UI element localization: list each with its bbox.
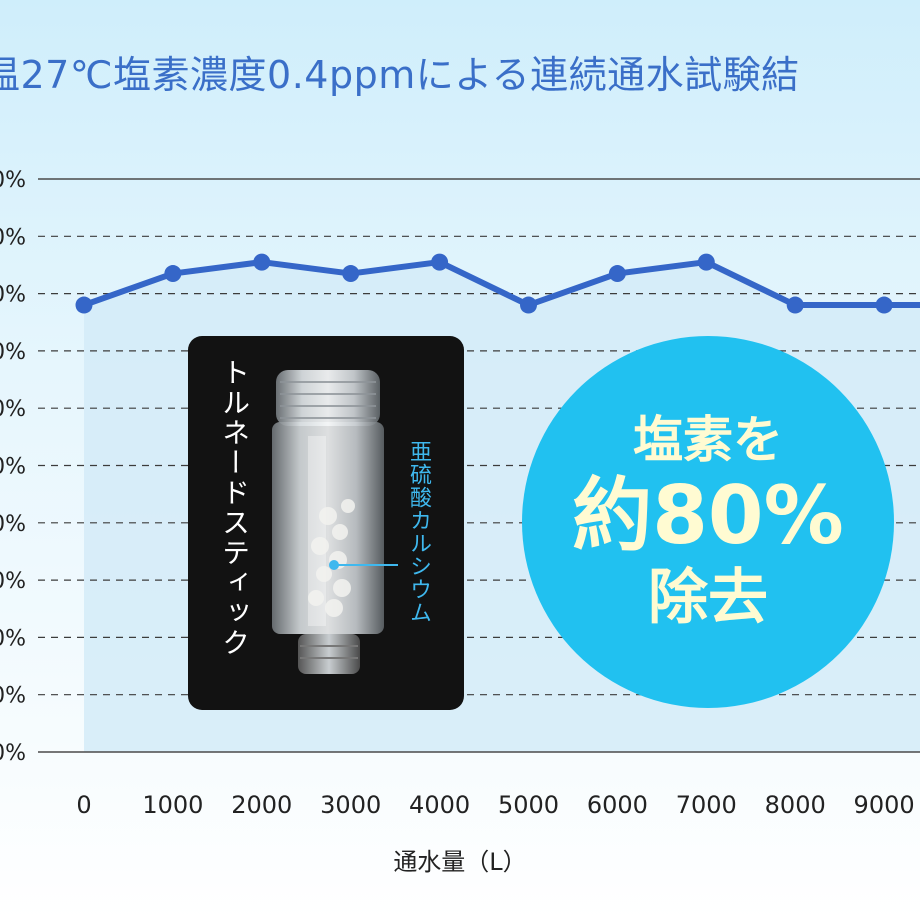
x-tick-label: 0 (76, 791, 91, 819)
y-tick-label: 0% (0, 283, 26, 308)
y-tick-label: 0% (0, 512, 26, 537)
ingredient-label: 亜硫酸カルシウム (406, 440, 431, 624)
x-tick-label: 9000 (854, 791, 915, 819)
data-point (520, 296, 537, 314)
x-tick-label: 8000 (765, 791, 826, 819)
y-tick-label: 0% (0, 225, 26, 250)
y-tick-labels: 0% 0% 0% 0% 0% 0% 0% 0% 0% 0% 0% (0, 168, 26, 766)
product-card: トルネードスティック (188, 336, 464, 710)
x-tick-label: 6000 (587, 791, 648, 819)
x-tick-label: 7000 (676, 791, 737, 819)
data-point (875, 296, 893, 314)
removal-badge: 塩素を 約80% 除去 (522, 336, 894, 708)
y-tick-label: 0% (0, 684, 26, 709)
badge-line-2: 約80% (572, 469, 844, 562)
data-point (164, 265, 182, 283)
badge-line-3: 除去 (648, 563, 768, 633)
data-point (342, 265, 360, 283)
data-point (786, 296, 804, 314)
badge-line-1: 塩素を (633, 411, 783, 469)
data-point (75, 296, 93, 314)
y-tick-label: 0% (0, 397, 26, 422)
x-tick-label: 4000 (409, 791, 470, 819)
data-point (253, 253, 271, 271)
x-axis-label: 通水量（L） (393, 848, 527, 876)
y-tick-label: 0% (0, 455, 26, 480)
y-tick-label: 0% (0, 626, 26, 651)
series-points (75, 253, 893, 314)
data-point (608, 265, 626, 283)
x-tick-label: 5000 (498, 791, 559, 819)
y-tick-label: 0% (0, 569, 26, 594)
y-tick-label: 0% (0, 340, 26, 365)
x-tick-labels: 0 1000 2000 3000 4000 5000 6000 7000 8000 9000 (76, 791, 914, 819)
product-name: トルネードスティック (218, 358, 251, 658)
filter-cartridge-image (272, 370, 398, 674)
x-tick-label: 2000 (231, 791, 292, 819)
x-tick-label: 1000 (142, 791, 203, 819)
data-point (697, 253, 715, 271)
y-tick-label: 0% (0, 741, 26, 766)
x-tick-label: 3000 (320, 791, 381, 819)
y-tick-label: 0% (0, 168, 26, 193)
chart-title: 温27℃塩素濃度0.4ppmによる連続通水試験結 (0, 53, 800, 97)
data-point (431, 253, 449, 271)
